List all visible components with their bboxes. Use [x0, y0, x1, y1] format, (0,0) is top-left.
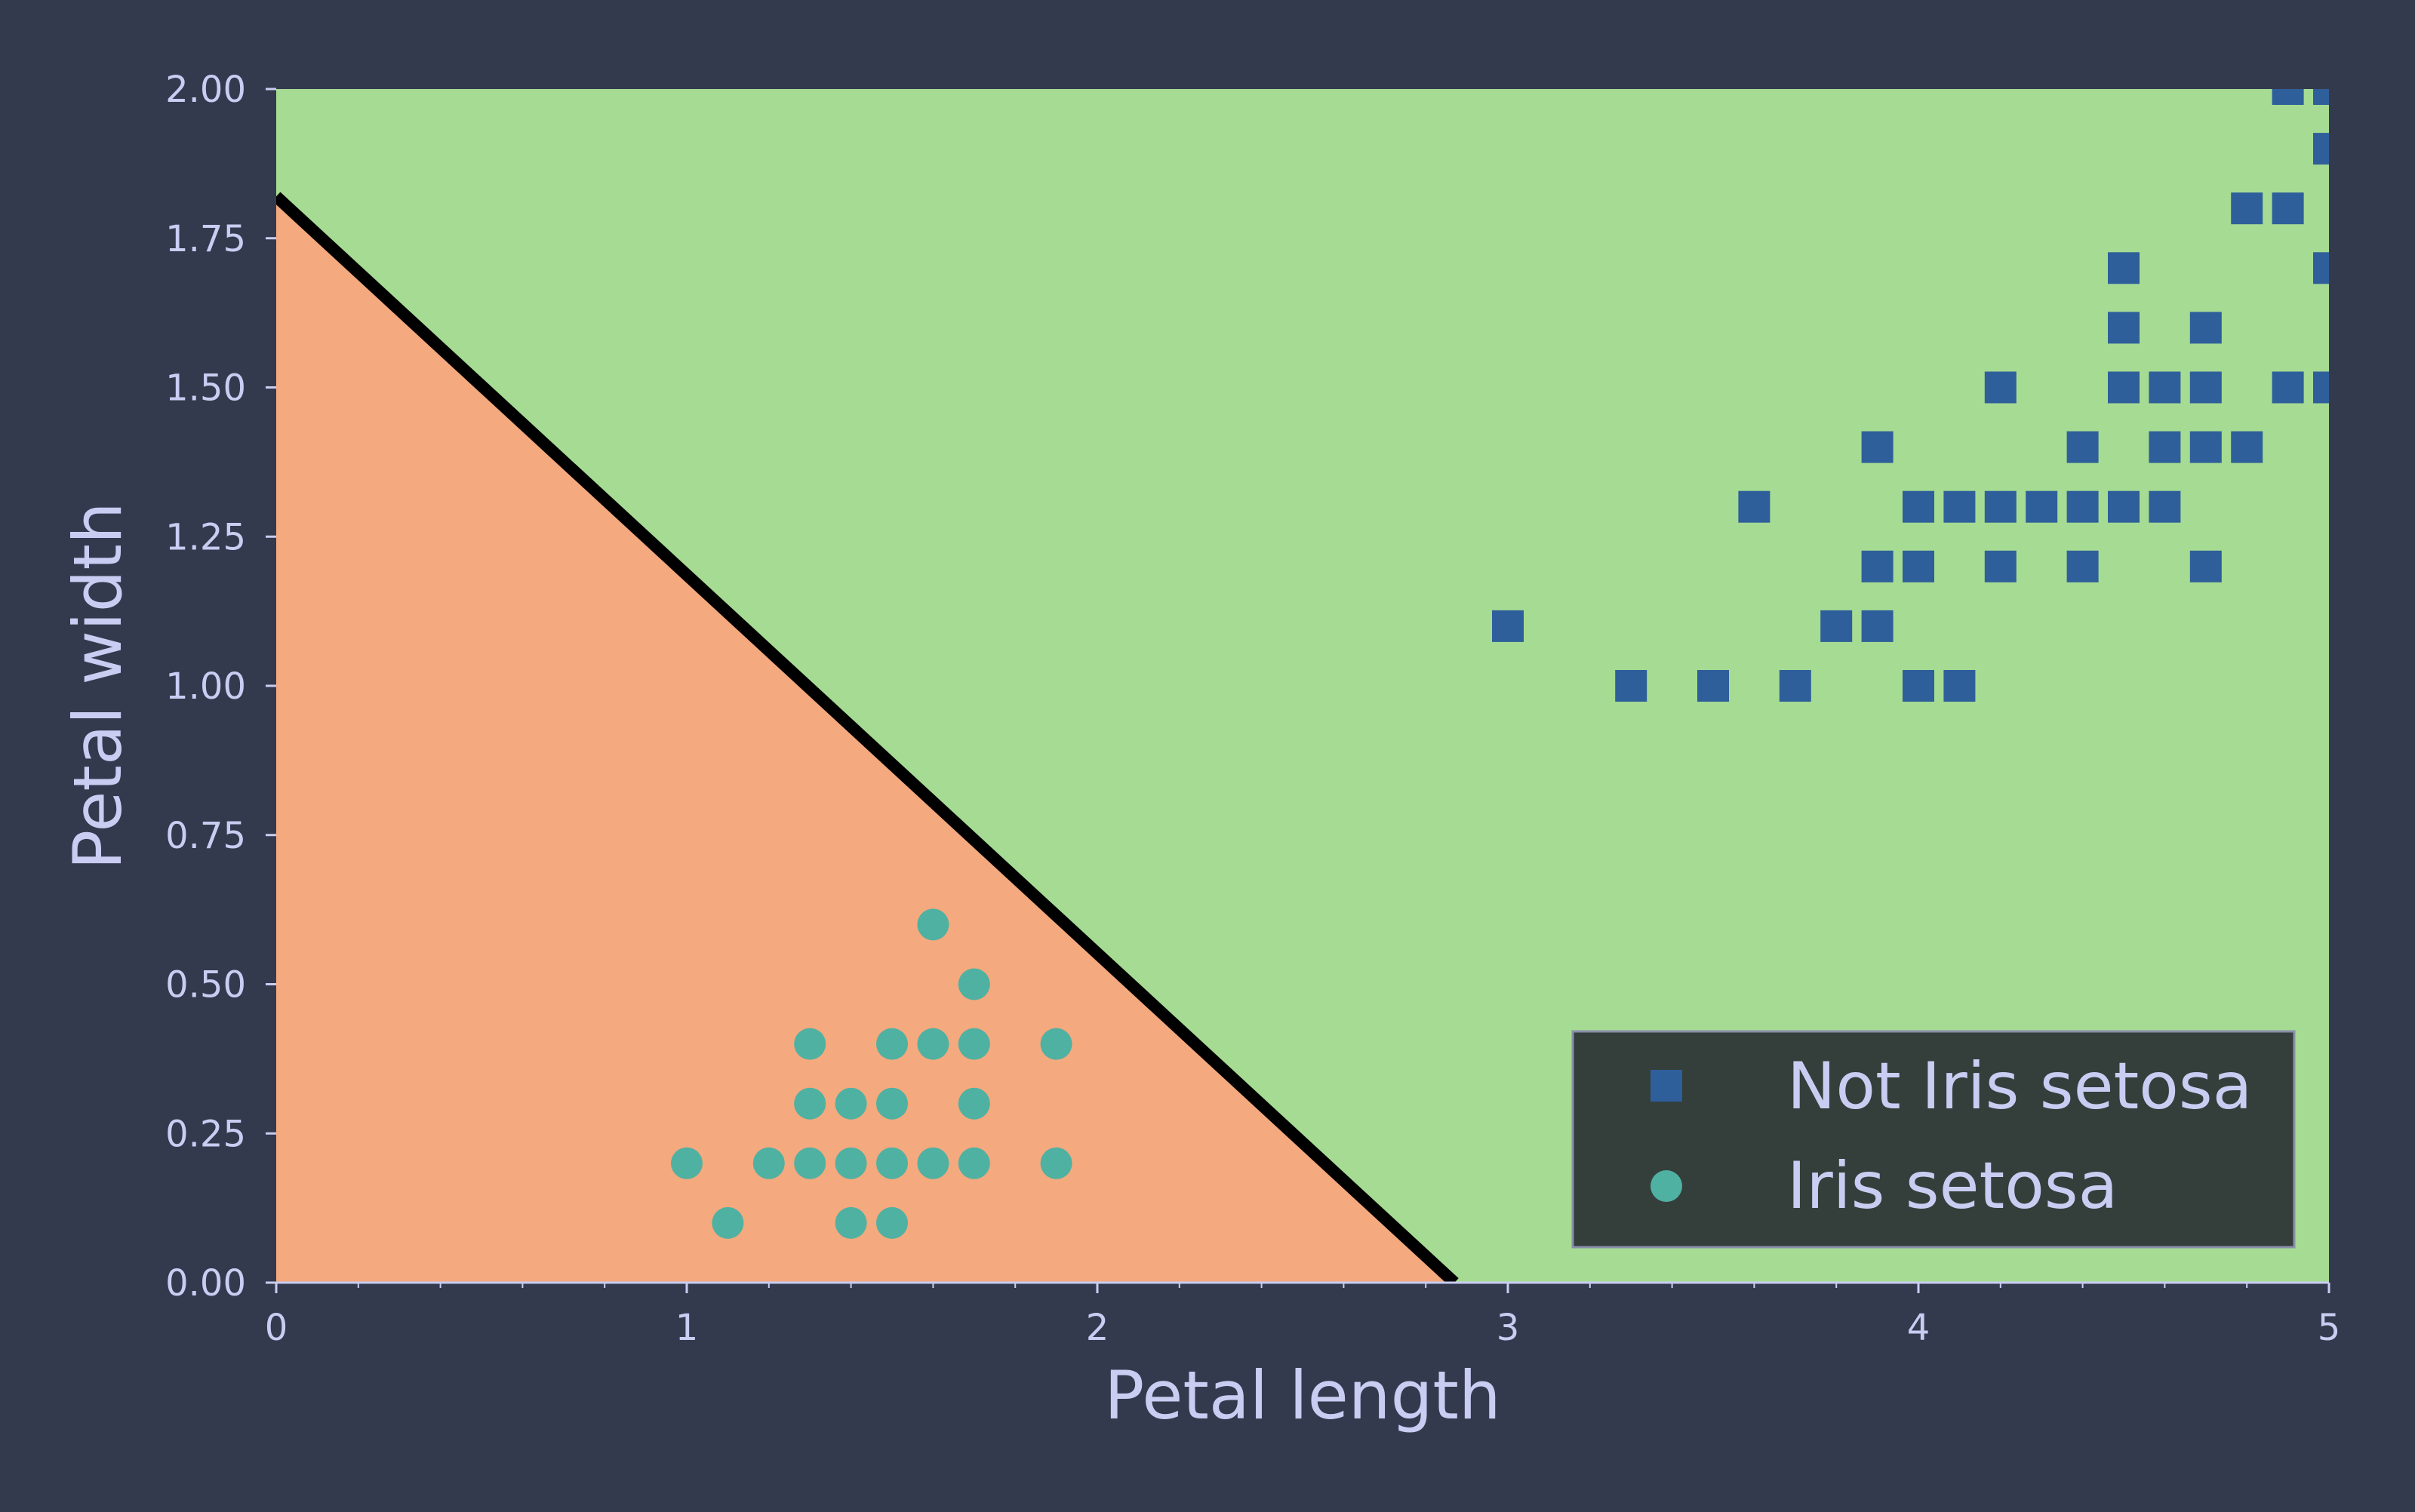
- y-axis-label: Petal width: [59, 502, 137, 869]
- y-tick-label: 0.00: [165, 1262, 246, 1305]
- x-tick-label: 1: [675, 1307, 699, 1349]
- x-tick-label: 4: [1907, 1307, 1930, 1349]
- axes: 0 1 2 3 4 5 0.00 0.25 0.50 0.75 1.00 1.25 1.50 1.75 2.…: [165, 69, 2340, 1349]
- y-tick-label: 1.50: [165, 367, 246, 410]
- data-point-not-iris-setosa: [2272, 192, 2304, 225]
- legend-marker-iris-setosa: [1651, 1170, 1682, 1202]
- data-point-not-iris-setosa: [1779, 670, 1811, 702]
- data-point-iris-setosa: [958, 968, 990, 1000]
- data-point-iris-setosa: [794, 1087, 826, 1120]
- data-point-iris-setosa: [794, 1147, 826, 1179]
- data-point-not-iris-setosa: [1903, 670, 1934, 702]
- data-point-not-iris-setosa: [1615, 670, 1647, 702]
- data-point-not-iris-setosa: [1903, 490, 1934, 523]
- y-tick-label: 2.00: [165, 69, 246, 111]
- data-point-not-iris-setosa: [1861, 610, 1894, 642]
- data-point-iris-setosa: [958, 1028, 990, 1060]
- data-point-iris-setosa: [671, 1147, 703, 1179]
- data-point-not-iris-setosa: [2189, 312, 2222, 344]
- data-point-not-iris-setosa: [1697, 670, 1729, 702]
- data-point-not-iris-setosa: [2066, 550, 2099, 582]
- x-tick-label: 3: [1497, 1307, 1520, 1349]
- data-point-not-iris-setosa: [1861, 550, 1894, 582]
- y-tick-label: 1.75: [165, 218, 246, 260]
- data-point-iris-setosa: [876, 1147, 908, 1179]
- data-point-iris-setosa: [752, 1147, 785, 1179]
- data-point-iris-setosa: [876, 1028, 908, 1060]
- data-point-not-iris-setosa: [2149, 490, 2181, 523]
- data-point-iris-setosa: [835, 1147, 867, 1179]
- data-point-not-iris-setosa: [2231, 431, 2263, 463]
- data-point-not-iris-setosa: [2108, 371, 2140, 404]
- data-point-not-iris-setosa: [2272, 89, 2304, 105]
- data-point-not-iris-setosa: [2313, 133, 2329, 165]
- data-point-not-iris-setosa: [2108, 490, 2140, 523]
- data-point-not-iris-setosa: [1492, 610, 1524, 642]
- y-tick-label: 0.75: [165, 815, 246, 857]
- data-point-not-iris-setosa: [2066, 490, 2099, 523]
- decision-boundary-line: [276, 192, 1459, 1283]
- data-point-not-iris-setosa: [2231, 192, 2263, 225]
- legend-marker-not-iris-setosa: [1651, 1070, 1682, 1102]
- data-point-not-iris-setosa: [1903, 550, 1934, 582]
- data-point-not-iris-setosa: [2189, 431, 2222, 463]
- data-point-not-iris-setosa: [2313, 252, 2329, 284]
- legend-box: [1571, 1030, 2296, 1249]
- y-tick-label: 1.25: [165, 516, 246, 558]
- x-tick-label: 2: [1086, 1307, 1109, 1349]
- data-point-not-iris-setosa: [2313, 89, 2329, 105]
- data-point-not-iris-setosa: [1820, 610, 1853, 642]
- data-point-not-iris-setosa: [1984, 371, 2017, 404]
- x-tick-label: 0: [265, 1307, 288, 1349]
- data-point-iris-setosa: [876, 1206, 908, 1239]
- data-point-not-iris-setosa: [2189, 550, 2222, 582]
- data-point-iris-setosa: [835, 1206, 867, 1239]
- legend: Not Iris setosa Iris setosa: [1571, 1030, 2296, 1249]
- data-point-not-iris-setosa: [1738, 490, 1770, 523]
- x-tick-label: 5: [2318, 1307, 2341, 1349]
- data-point-iris-setosa: [958, 1147, 990, 1179]
- legend-label-iris-setosa: Iris setosa: [1787, 1148, 2118, 1224]
- data-point-not-iris-setosa: [2313, 371, 2329, 404]
- data-point-not-iris-setosa: [2108, 312, 2140, 344]
- data-point-not-iris-setosa: [2108, 252, 2140, 284]
- data-point-iris-setosa: [1040, 1028, 1072, 1060]
- data-point-iris-setosa: [712, 1206, 744, 1239]
- data-point-iris-setosa: [917, 1147, 949, 1179]
- data-point-not-iris-setosa: [1984, 550, 2017, 582]
- data-point-iris-setosa: [917, 908, 949, 941]
- data-point-not-iris-setosa: [1984, 490, 2017, 523]
- x-axis-label: Petal length: [1104, 1357, 1500, 1434]
- data-point-not-iris-setosa: [2189, 371, 2222, 404]
- plot-area: [276, 89, 2329, 1283]
- data-point-not-iris-setosa: [2149, 431, 2181, 463]
- data-point-not-iris-setosa: [1861, 431, 1894, 463]
- data-point-not-iris-setosa: [2026, 490, 2058, 523]
- data-point-not-iris-setosa: [1943, 670, 1976, 702]
- y-tick-label: 1.00: [165, 665, 246, 708]
- data-point-not-iris-setosa: [2066, 431, 2099, 463]
- data-point-iris-setosa: [958, 1087, 990, 1120]
- data-point-not-iris-setosa: [1943, 490, 1976, 523]
- y-tick-label: 0.50: [165, 964, 246, 1006]
- legend-label-not-iris-setosa: Not Iris setosa: [1787, 1049, 2252, 1124]
- data-point-iris-setosa: [835, 1087, 867, 1120]
- data-point-not-iris-setosa: [2149, 371, 2181, 404]
- data-point-iris-setosa: [917, 1028, 949, 1060]
- y-tick-label: 0.25: [165, 1113, 246, 1155]
- data-point-iris-setosa: [794, 1028, 826, 1060]
- data-point-iris-setosa: [1040, 1147, 1072, 1179]
- data-point-not-iris-setosa: [2272, 371, 2304, 404]
- data-point-iris-setosa: [876, 1087, 908, 1120]
